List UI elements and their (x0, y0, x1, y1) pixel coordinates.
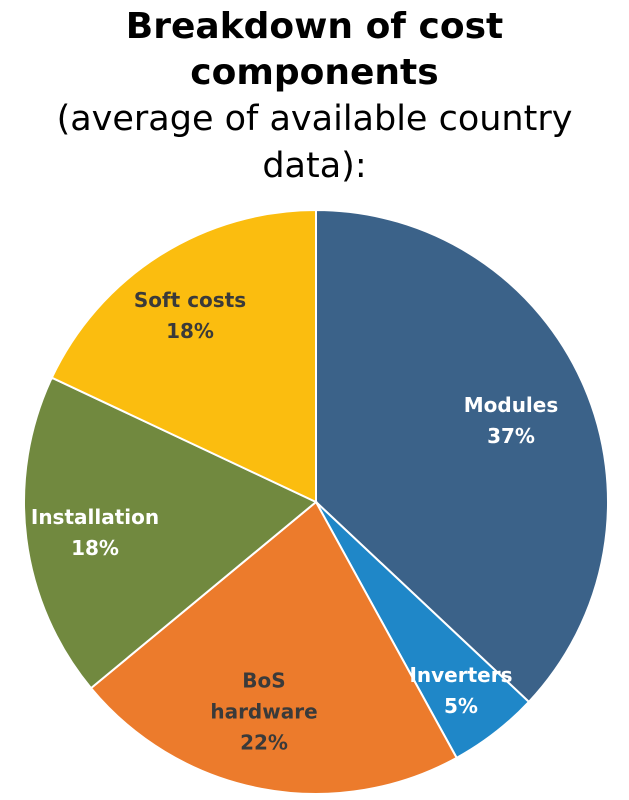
pie-slices (23, 208, 609, 795)
chart-subtitle-line-2: data): (262, 146, 367, 186)
pie-category-label-inverters: Inverters (409, 663, 512, 687)
pie-value-label-installation: 18% (71, 536, 119, 560)
pie-value-label-soft-costs: 18% (166, 319, 214, 343)
chart-title-line-1: Breakdown of cost (125, 6, 504, 47)
pie-category-label-installation: Installation (31, 505, 159, 529)
chart-title-line-2: components (190, 52, 439, 93)
pie-slice-soft-costs (50, 208, 317, 504)
pie-category-label-bos-hardware: hardware (210, 700, 317, 724)
pie-value-label-bos-hardware: 22% (240, 731, 288, 755)
pie-category-label-soft-costs: Soft costs (134, 288, 246, 312)
pie-slice-installation (23, 376, 318, 690)
pie-slice-bos-hardware (89, 500, 459, 795)
pie-slice-modules (315, 208, 609, 704)
pie-labels: Modules 37% Inverters 5% BoS hardware 22% Insta… (31, 288, 558, 755)
pie-category-label-bos-hardware: BoS (242, 669, 285, 693)
pie-value-label-modules: 37% (487, 424, 535, 448)
chart-title-block: Breakdown of cost components (average of… (0, 0, 629, 190)
chart-subtitle-line-1: (average of available country (56, 99, 573, 139)
pie-category-label-modules: Modules (464, 393, 559, 417)
pie-value-label-inverters: 5% (444, 694, 478, 718)
